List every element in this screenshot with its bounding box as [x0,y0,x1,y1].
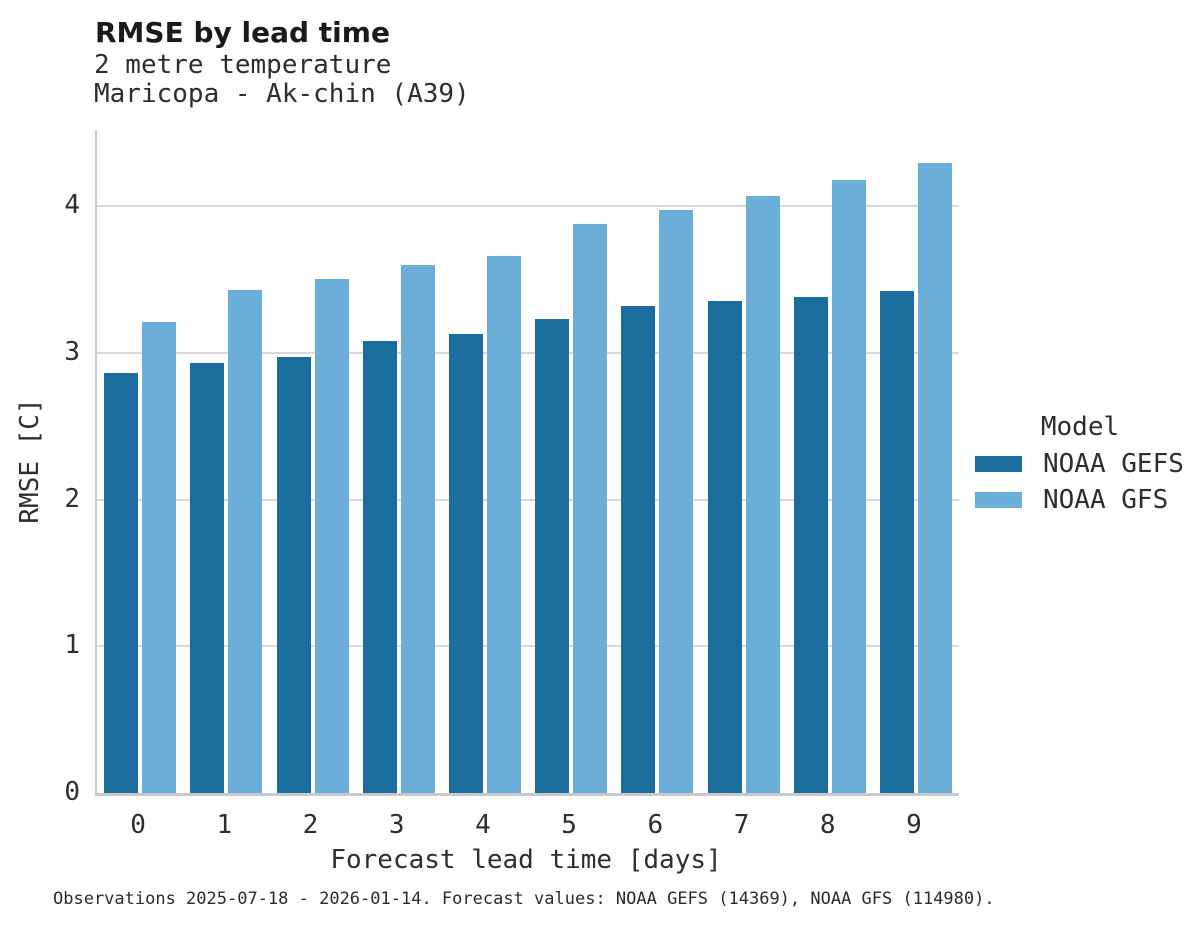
footer-caption: Observations 2025-07-18 - 2026-01-14. Fo… [53,889,995,909]
bar-noaa-gfs-day-8 [831,179,866,793]
bar-noaa-gfs-day-0 [142,321,177,793]
bar-noaa-gefs-day-5 [535,319,570,793]
legend-entry-noaa-gefs: NOAA GEFS [975,449,1185,479]
bar-noaa-gfs-day-5 [573,223,608,793]
bar-group-day-0 [97,130,183,793]
y-tick-1: 1 [64,630,80,661]
y-axis-tick-labels: 0 1 2 3 4 [0,130,80,805]
bar-noaa-gefs-day-3 [362,341,397,793]
x-tick-1: 1 [216,810,233,840]
legend-title: Model [1040,412,1120,442]
gridline-y-1 [97,645,959,648]
chart-subtitle-variable: 2 metre temperature [94,50,392,80]
x-tick-7: 7 [733,810,750,840]
bar-noaa-gfs-day-6 [659,210,694,793]
chart-title: RMSE by lead time [95,16,390,49]
bar-noaa-gefs-day-2 [276,357,311,793]
bar-group-day-4 [442,130,528,793]
x-tick-6: 6 [647,810,664,840]
bar-group-day-8 [787,130,873,793]
x-tick-2: 2 [302,810,319,840]
x-tick-0: 0 [130,810,146,840]
bar-noaa-gfs-day-2 [314,279,349,793]
gridline-y-2 [97,498,959,501]
bar-noaa-gefs-day-1 [190,363,225,793]
x-axis-label: Forecast lead time [days] [330,845,722,875]
bar-group-day-6 [614,130,700,793]
y-tick-4: 4 [64,190,80,220]
plot-area [95,130,959,796]
bar-noaa-gefs-day-8 [793,297,828,793]
legend-swatch-noaa-gfs [975,492,1022,508]
bar-noaa-gfs-day-7 [745,195,780,793]
y-tick-2: 2 [64,483,80,514]
bar-noaa-gfs-day-9 [917,163,952,793]
legend: Model NOAA GEFS NOAA GFS [975,412,1185,528]
bar-noaa-gfs-day-4 [486,255,521,793]
bar-group-day-9 [873,130,959,793]
bar-group-day-7 [700,130,786,793]
legend-label-noaa-gfs: NOAA GFS [1043,485,1169,515]
x-tick-8: 8 [819,810,836,840]
y-tick-0: 0 [64,777,80,807]
x-tick-9: 9 [906,810,922,840]
legend-label-noaa-gefs: NOAA GEFS [1043,449,1184,479]
bar-group-day-3 [356,130,442,793]
bar-group-day-2 [269,130,355,793]
legend-entry-noaa-gfs: NOAA GFS [975,485,1185,515]
bar-noaa-gefs-day-7 [707,301,742,793]
x-tick-3: 3 [388,810,405,840]
bar-noaa-gfs-day-1 [228,289,263,793]
bar-noaa-gefs-day-0 [104,373,139,793]
y-tick-3: 3 [64,336,80,367]
bar-group-day-5 [528,130,614,793]
gridline-y-4 [97,205,959,207]
x-axis-tick-labels: 0 1 2 3 4 5 6 7 8 9 [95,810,957,840]
x-tick-5: 5 [561,810,577,840]
bar-noaa-gefs-day-9 [879,291,914,793]
bar-noaa-gefs-day-6 [621,305,656,793]
bar-noaa-gefs-day-4 [448,333,483,793]
bar-group-day-1 [183,130,269,793]
legend-swatch-noaa-gefs [975,456,1022,472]
chart-subtitle-location: Maricopa - Ak-chin (A39) [94,79,470,109]
gridline-y-3 [97,351,959,354]
x-tick-4: 4 [475,810,491,840]
bar-noaa-gfs-day-3 [400,264,435,793]
